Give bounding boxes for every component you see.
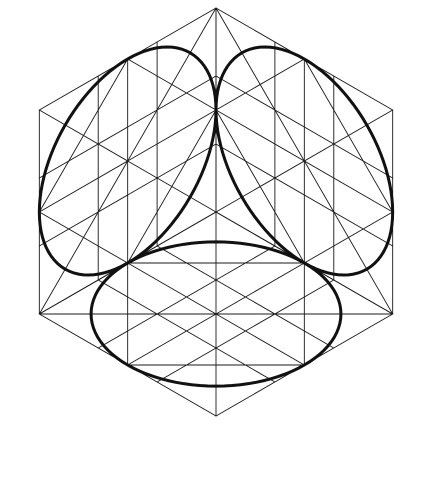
left-face-ellipse bbox=[37, 45, 218, 277]
inscribed-ellipses bbox=[37, 45, 395, 388]
right-face-midpoint-rhombus-edge bbox=[303, 58, 394, 213]
left-face-diagonal-short bbox=[38, 7, 217, 315]
right-face-midpoint-rhombus-edge bbox=[215, 58, 305, 111]
right-face-diagonal-short bbox=[215, 7, 394, 315]
right-face-midpoint-rhombus-edge bbox=[215, 109, 305, 264]
left-face-midpoint-rhombus-edge bbox=[127, 109, 217, 264]
right-face-ellipse bbox=[214, 45, 395, 277]
right-face-midpoint-rhombus-edge bbox=[303, 211, 394, 264]
top-face-construction-grid bbox=[38, 211, 394, 417]
left-face-midpoint-rhombus-edge bbox=[38, 58, 129, 213]
left-face-midpoint-rhombus-edge bbox=[38, 211, 129, 264]
left-face-midpoint-rhombus-edge bbox=[127, 58, 217, 111]
